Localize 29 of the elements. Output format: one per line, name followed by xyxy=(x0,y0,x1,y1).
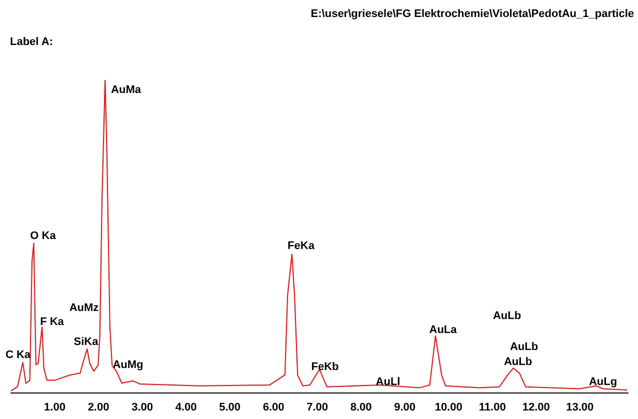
x-tick-label: 7.00 xyxy=(306,401,328,414)
annotation: AuLl xyxy=(376,376,400,388)
x-tick-label: 1.00 xyxy=(44,401,66,414)
x-tick-label: 2.00 xyxy=(88,401,110,414)
x-tick-label: 8.00 xyxy=(350,401,372,414)
annotation: F Ka xyxy=(40,316,65,328)
annotation: FeKb xyxy=(311,361,340,374)
chart-title: E:\user\griesele\FG Elektrochemie\Violeta\PedotAu_1_particle xyxy=(310,8,634,20)
x-tick-label: 4.00 xyxy=(175,401,197,414)
chart-subtitle: Label A: xyxy=(10,36,53,48)
annotation: AuMz xyxy=(69,302,100,314)
x-tick-label: 6.00 xyxy=(262,401,284,414)
x-tick-label: 3.00 xyxy=(132,401,153,414)
annotation: AuLg xyxy=(588,376,618,388)
annotation: FeKa xyxy=(288,240,316,252)
x-tick-label: 10.00 xyxy=(434,401,462,414)
annotation: AuLa xyxy=(429,324,458,336)
annotation: AuLb xyxy=(504,356,532,368)
annotation: AuMg xyxy=(112,359,144,372)
x-tick-label: 12.00 xyxy=(522,401,550,414)
x-tick-label: 5.00 xyxy=(219,401,241,414)
x-tick-label: 13.00 xyxy=(566,401,594,414)
annotation: AuLb xyxy=(492,310,522,322)
annotation: AuLb xyxy=(510,341,538,354)
annotation: SiKa xyxy=(74,336,100,348)
annotation: O Ka xyxy=(30,230,57,242)
annotation: AuMa xyxy=(111,84,142,96)
x-tick-label: 11.00 xyxy=(478,401,506,414)
x-tick-label: 9.00 xyxy=(394,401,416,414)
